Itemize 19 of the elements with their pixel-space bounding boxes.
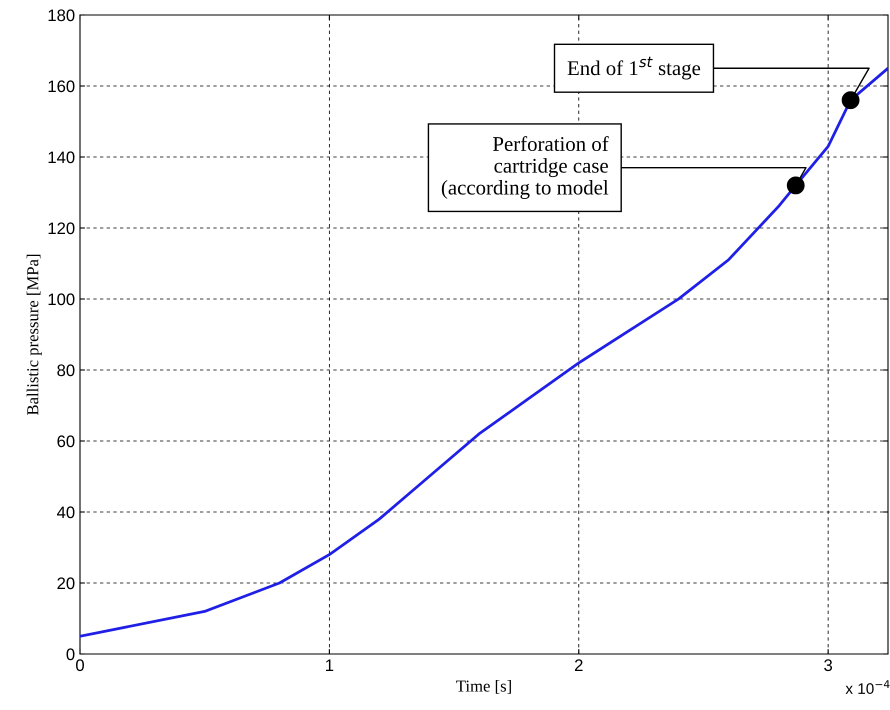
y-tick-label: 100 [48,293,74,306]
x-tick-label: 3 [824,659,832,672]
text: x 10$^{−4}$ [846,680,890,694]
x-tick-label: 1 [326,659,334,671]
y-tick-label: 80 [57,364,74,376]
y-tick-label: 180 [48,9,74,22]
annotation: End of 1$^{st}$ stage [568,56,700,80]
x-axis-title: Time [s] [456,680,511,694]
y-axis-title: Ballistic pressure [MPa] [26,254,42,416]
y-tick-label: 0 [66,648,74,660]
x-tick-label: 2 [574,659,583,671]
y-tick-label: 40 [56,506,74,518]
annotation: Perforation of cartridge case (according to model [442,136,609,199]
y-tick-label: 160 [48,80,74,92]
y-tick-label: 20 [57,577,74,590]
y-tick-label: 140 [48,151,74,164]
x-tick-label: 0 [76,659,84,672]
y-tick-label: 120 [48,222,74,234]
y-tick-label: 60 [57,435,74,448]
